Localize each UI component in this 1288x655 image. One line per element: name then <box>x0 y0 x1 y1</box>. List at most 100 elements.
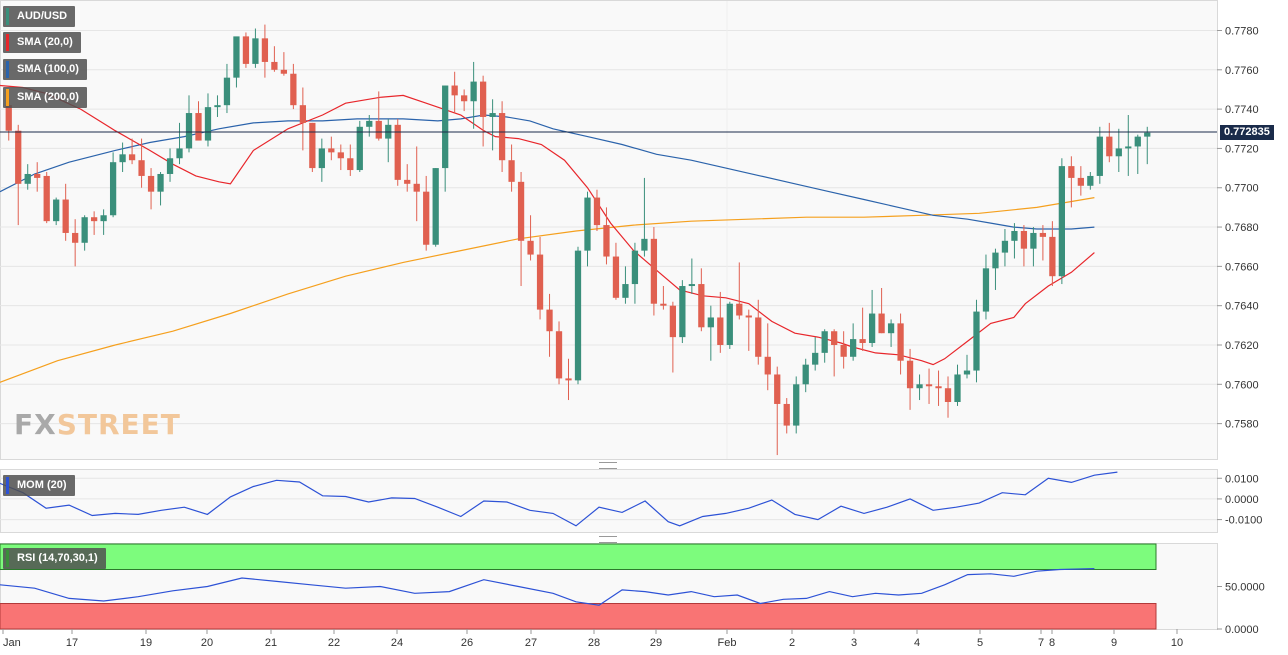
candle-down <box>138 160 145 176</box>
candle-down <box>1106 136 1113 157</box>
candle-down <box>906 360 914 389</box>
candle-down <box>527 240 534 255</box>
sma100-tag[interactable]: SMA (100,0) <box>3 59 87 80</box>
candle-down <box>242 36 250 64</box>
rsi-swatch <box>6 550 9 567</box>
candle-up <box>802 364 809 385</box>
rsi-resize-handle[interactable] <box>599 536 617 543</box>
date-tick-label: 27 <box>525 637 537 649</box>
candle-up <box>1115 148 1122 157</box>
candle-up <box>356 126 363 171</box>
candle-down <box>650 238 658 304</box>
price-tick-label: 0.7640 <box>1225 301 1259 313</box>
candle-up <box>109 162 117 216</box>
candle-up <box>1134 136 1141 147</box>
price-tick-label: 0.7760 <box>1225 65 1259 77</box>
candle-up <box>793 384 800 426</box>
date-tick-label: 20 <box>201 637 213 649</box>
candle-down <box>271 61 278 70</box>
candle-down <box>394 124 401 180</box>
date-tick-label: Jan <box>3 637 21 649</box>
date-tick-label: 9 <box>1111 637 1117 649</box>
momentum-resize-handle[interactable] <box>599 462 617 469</box>
momentum-label: MOM (20) <box>17 479 67 491</box>
candle-up <box>470 81 477 102</box>
rsi-axis: 50.0000 0.0000 <box>1217 582 1265 636</box>
candle-up <box>176 148 183 159</box>
candle-down <box>660 303 667 306</box>
candle-down <box>736 303 743 316</box>
price-tick-label: 0.7720 <box>1225 143 1259 155</box>
date-tick-label: 22 <box>328 637 340 649</box>
date-tick-label: 7 <box>1038 637 1044 649</box>
candle-up <box>166 158 174 174</box>
candle-down <box>404 179 411 184</box>
candle-down <box>280 69 288 74</box>
sma200-swatch <box>6 89 9 106</box>
candle-up <box>1030 232 1037 249</box>
candle-down <box>375 120 382 139</box>
sma20-swatch <box>6 34 9 51</box>
candle-down <box>5 105 12 131</box>
candle-down <box>1049 236 1056 277</box>
candle-down <box>517 181 525 241</box>
candle-down <box>423 191 430 245</box>
candle-up <box>442 85 449 169</box>
candle-up <box>812 352 819 365</box>
price-tick-label: 0.7740 <box>1225 104 1259 116</box>
sma20-tag[interactable]: SMA (20,0) <box>3 32 81 53</box>
date-tick-label: 29 <box>650 637 662 649</box>
rsi-tag[interactable]: RSI (14,70,30,1) <box>3 548 106 569</box>
candle-up <box>432 168 439 245</box>
candle-up <box>963 370 971 375</box>
candle-down <box>593 197 601 226</box>
candle-up <box>992 252 999 269</box>
date-tick-label: 17 <box>66 637 78 649</box>
candle-up <box>233 36 240 78</box>
candle-down <box>878 313 885 334</box>
candle-up <box>707 317 714 328</box>
candle-up <box>24 173 31 184</box>
candle-up <box>916 384 923 389</box>
candle-down <box>840 344 847 357</box>
candle-down <box>859 339 866 344</box>
candle-down <box>1068 166 1075 178</box>
price-axis: 0.7780 0.7760 0.7740 0.7720 0.7700 0.7680 0.76… <box>1217 25 1259 431</box>
momentum-panel <box>0 469 1218 533</box>
candle-up <box>1125 146 1132 149</box>
date-axis: Jan 17 19 20 21 22 24 26 27 28 29 Feb 2 3 4 5 7 8 9 10 <box>2 629 1183 649</box>
date-tick-label: 10 <box>1171 637 1183 649</box>
candle-up <box>366 120 373 127</box>
candle-down <box>309 122 316 169</box>
candle-down <box>290 73 297 106</box>
sma100-swatch <box>6 61 9 78</box>
candle-up <box>1011 230 1018 241</box>
candle-down <box>328 148 335 153</box>
instrument-tag[interactable]: AUD/USD <box>3 6 76 27</box>
candle-down <box>461 95 468 102</box>
candle-down <box>944 388 952 402</box>
candle-down <box>935 386 942 389</box>
candle-up <box>1144 132 1151 137</box>
rsi-oversold-zone <box>0 603 1157 630</box>
candle-down <box>261 38 269 62</box>
price-tick-label: 0.7600 <box>1225 379 1259 391</box>
candle-up <box>850 339 857 357</box>
candle-down <box>612 256 620 298</box>
candle-up <box>982 268 990 312</box>
candle-up <box>223 77 231 106</box>
candle-down <box>34 173 41 178</box>
momentum-tick-label: 0.0100 <box>1225 473 1259 485</box>
sma100-label: SMA (100,0) <box>17 63 79 75</box>
date-tick-label: 19 <box>140 637 152 649</box>
date-tick-label: 4 <box>914 637 920 649</box>
momentum-tag[interactable]: MOM (20) <box>3 475 75 496</box>
candle-up <box>157 173 164 192</box>
current-price-badge: 0.772835 <box>1220 124 1274 140</box>
candle-down <box>1020 230 1028 249</box>
candle-down <box>755 317 762 357</box>
candle-up <box>726 303 733 345</box>
sma200-tag[interactable]: SMA (200,0) <box>3 87 87 108</box>
current-price-value: 0.772835 <box>1224 125 1270 138</box>
sma200-line <box>0 197 1095 383</box>
